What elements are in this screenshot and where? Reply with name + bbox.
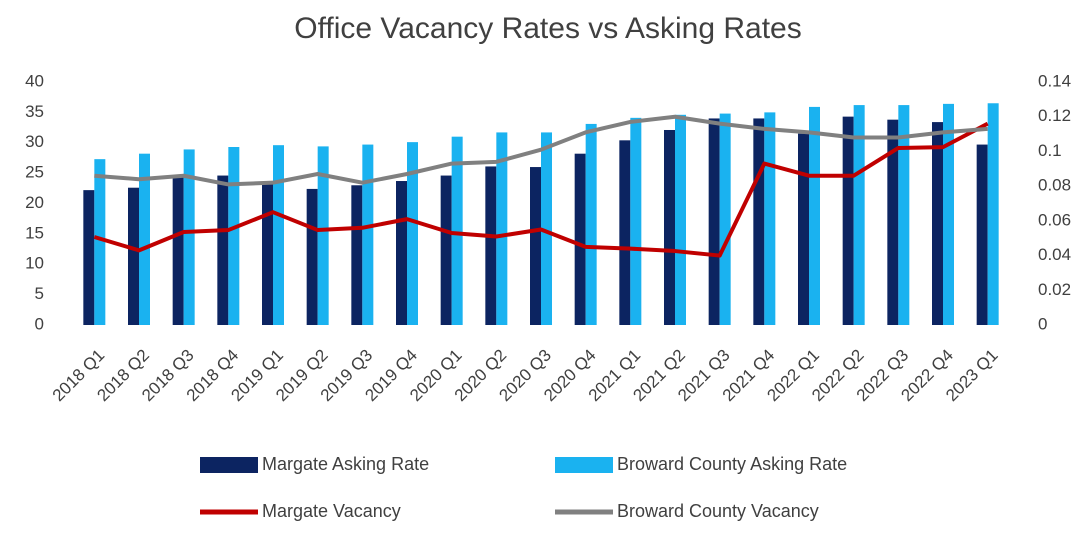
bar xyxy=(585,123,597,325)
bar xyxy=(764,112,776,325)
legend-swatch xyxy=(555,457,613,473)
legend-swatch xyxy=(200,457,258,473)
bar xyxy=(675,114,686,326)
bar xyxy=(496,132,508,325)
bar xyxy=(619,140,631,325)
bar xyxy=(753,118,765,325)
legend-label: Broward County Asking Rate xyxy=(617,454,847,474)
bar xyxy=(273,145,284,325)
bar xyxy=(407,142,418,325)
bar xyxy=(798,133,809,325)
y2-tick-label: 0.14 xyxy=(1038,71,1071,90)
bar xyxy=(809,106,820,325)
bar xyxy=(83,190,95,325)
bar xyxy=(719,113,731,325)
bar xyxy=(362,144,374,325)
bar xyxy=(128,187,139,325)
bar xyxy=(440,175,452,325)
y2-tick-label: 0 xyxy=(1038,314,1047,333)
legend-label: Margate Vacancy xyxy=(262,501,401,521)
bar xyxy=(976,144,988,325)
y-tick-label: 10 xyxy=(25,254,44,273)
bar xyxy=(306,188,318,325)
line xyxy=(93,121,989,258)
bar xyxy=(887,119,899,325)
bar xyxy=(842,116,854,325)
bar xyxy=(932,122,943,325)
bar xyxy=(94,159,106,325)
y-tick-label: 0 xyxy=(35,314,44,333)
legend-label: Margate Asking Rate xyxy=(262,454,429,474)
bar xyxy=(485,166,497,325)
bar xyxy=(217,175,229,325)
y2-tick-label: 0.1 xyxy=(1038,141,1062,160)
y2-tick-label: 0.04 xyxy=(1038,245,1071,264)
bar xyxy=(451,136,463,325)
y2-tick-label: 0.02 xyxy=(1038,280,1071,299)
bar xyxy=(183,149,195,325)
line xyxy=(94,114,988,187)
y-tick-label: 40 xyxy=(25,71,44,90)
bar xyxy=(541,132,552,325)
bar xyxy=(987,103,999,325)
chart-title: Office Vacancy Rates vs Asking Rates xyxy=(294,12,801,45)
bar xyxy=(664,129,675,325)
bar xyxy=(228,147,240,325)
y-tick-label: 15 xyxy=(25,223,44,242)
y2-tick-label: 0.06 xyxy=(1038,210,1071,229)
bar xyxy=(530,167,541,325)
bar xyxy=(139,153,150,325)
y-tick-label: 20 xyxy=(25,193,44,212)
y-tick-label: 25 xyxy=(25,163,44,182)
bar xyxy=(351,185,363,325)
bar xyxy=(574,153,586,325)
bar xyxy=(172,176,184,325)
bar xyxy=(898,105,910,326)
bar xyxy=(708,118,720,325)
y-tick-label: 35 xyxy=(25,102,44,121)
bar xyxy=(853,105,865,326)
bar xyxy=(317,146,329,325)
bar xyxy=(630,117,642,325)
bar xyxy=(943,103,954,326)
bar xyxy=(262,183,273,325)
y-tick-label: 30 xyxy=(25,132,44,151)
y2-tick-label: 0.08 xyxy=(1038,176,1071,195)
legend-label: Broward County Vacancy xyxy=(617,501,819,521)
y-tick-label: 5 xyxy=(35,284,44,303)
bar xyxy=(396,181,407,325)
y2-tick-label: 0.12 xyxy=(1038,106,1071,125)
